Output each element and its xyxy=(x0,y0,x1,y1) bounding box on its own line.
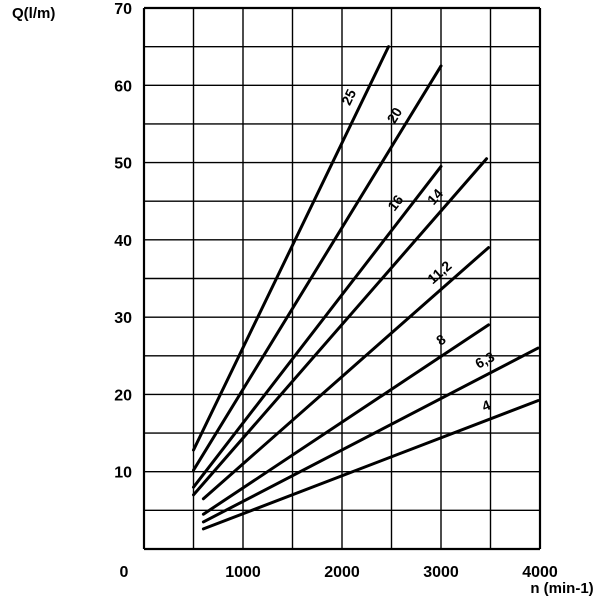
series-label-6-3: 6,3 xyxy=(472,348,497,371)
y-tick-label: 40 xyxy=(114,233,132,250)
y-tick-label: 50 xyxy=(114,156,132,173)
series-label-8: 8 xyxy=(433,331,449,349)
series-line-16 xyxy=(192,164,443,489)
x-tick-label: 1000 xyxy=(225,564,261,581)
y-tick-label: 20 xyxy=(114,387,132,404)
series-line-8 xyxy=(201,323,491,516)
y-tick-label: 10 xyxy=(114,465,132,482)
series-line-6-3 xyxy=(201,346,540,524)
y-tick-label: 60 xyxy=(114,78,132,95)
series-line-11-2 xyxy=(201,246,491,501)
series-lines xyxy=(192,45,540,531)
series-line-25 xyxy=(192,45,391,452)
y-axis-title: Q(l/m) xyxy=(12,5,55,22)
series-line-20 xyxy=(192,64,443,472)
x-tick-label: 4000 xyxy=(522,564,558,581)
series-line-4 xyxy=(201,399,540,531)
series-label-25: 25 xyxy=(338,86,359,107)
chart-grid xyxy=(142,6,542,551)
series-label-14: 14 xyxy=(424,185,446,207)
x-tick-label: 2000 xyxy=(324,564,360,581)
series-line-14 xyxy=(192,157,489,497)
x-axis-title: n (min-1) xyxy=(530,580,593,597)
axis-ticks: 0 1000 2000 3000 4000 10 20 30 40 50 60 70 xyxy=(114,1,558,581)
series-label-20: 20 xyxy=(384,104,406,126)
x-tick-label: 3000 xyxy=(423,564,459,581)
y-tick-label: 30 xyxy=(114,310,132,327)
y-tick-label: 70 xyxy=(114,1,132,18)
x-tick-label: 0 xyxy=(120,564,129,581)
series-label-16: 16 xyxy=(384,192,406,214)
